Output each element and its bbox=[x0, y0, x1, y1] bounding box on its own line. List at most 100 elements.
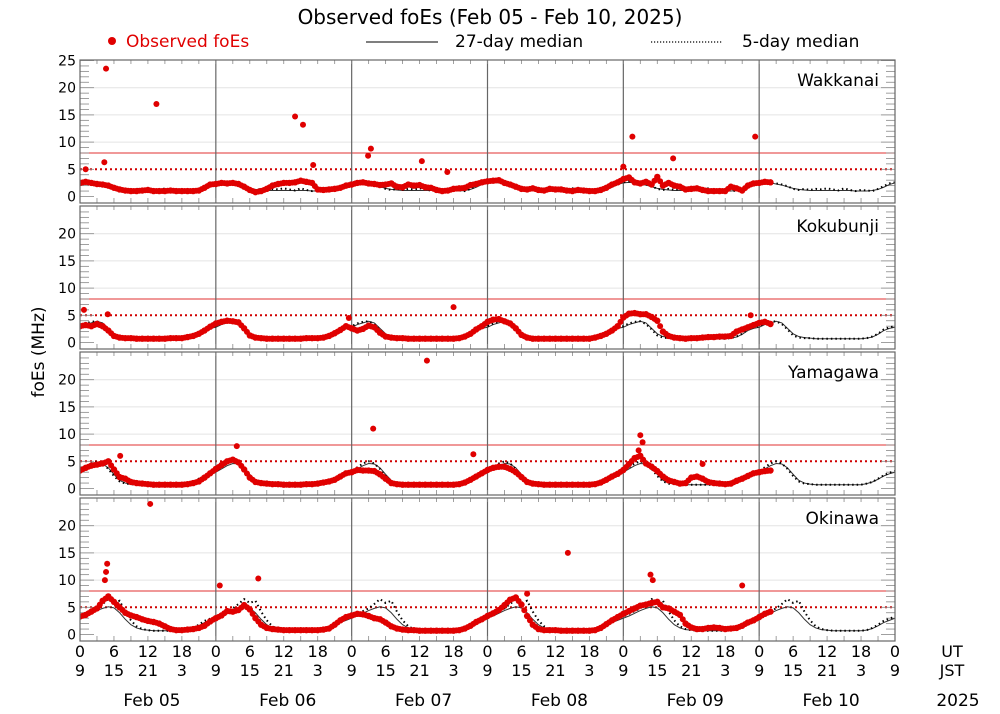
station-label: Yamagawa bbox=[787, 363, 879, 383]
y-tick-label: 5 bbox=[67, 600, 76, 616]
legend-observed-label: Observed foEs bbox=[126, 32, 249, 52]
observed-point-outlier bbox=[739, 582, 746, 589]
jst-tick-label: 3 bbox=[448, 661, 458, 680]
station-label: Okinawa bbox=[806, 509, 879, 529]
y-tick-label: 15 bbox=[58, 546, 76, 562]
observed-point-outlier bbox=[233, 443, 240, 450]
observed-point-outlier bbox=[310, 161, 317, 168]
ut-tick-label: 0 bbox=[347, 642, 357, 661]
jst-tick-label: 15 bbox=[783, 661, 803, 680]
y-tick-label: 15 bbox=[58, 400, 76, 416]
ut-tick-label-end: 0 bbox=[890, 642, 900, 661]
observed-point bbox=[767, 320, 774, 328]
ut-tick-label: 18 bbox=[172, 642, 192, 661]
panel-okinawa: 0 5 10 15 20 Okinawa bbox=[58, 497, 896, 644]
jst-tick-label: 21 bbox=[681, 661, 701, 680]
panel-yamagawa: 0 5 10 15 20 Yamagawa bbox=[58, 351, 896, 498]
observed-point-outlier bbox=[639, 439, 646, 446]
y-tick-label: 0 bbox=[67, 482, 76, 498]
y-tick-label: 0 bbox=[67, 336, 76, 352]
observed-point bbox=[767, 608, 774, 615]
station-label: Wakkanai bbox=[797, 71, 879, 91]
jst-tick-label: 3 bbox=[584, 661, 594, 680]
ut-tick-label: 6 bbox=[652, 642, 662, 661]
panel-frame bbox=[79, 59, 896, 204]
legend: Observed foEs 27-day median 5-day median bbox=[108, 32, 859, 52]
observed-point-outlier bbox=[747, 312, 754, 319]
observed-point-outlier bbox=[101, 159, 108, 166]
y-tick-label: 10 bbox=[58, 135, 76, 151]
year-label: 2025 bbox=[936, 691, 979, 711]
y-tick-label: 20 bbox=[58, 519, 76, 535]
observed-point-outlier bbox=[101, 577, 108, 584]
day-label: Feb 10 bbox=[803, 691, 860, 711]
jst-tick-label: 21 bbox=[545, 661, 565, 680]
jst-tick-label: 21 bbox=[138, 661, 158, 680]
observed-point-outlier bbox=[635, 447, 642, 454]
ut-tick-label: 18 bbox=[579, 642, 599, 661]
ut-tick-label: 0 bbox=[754, 642, 764, 661]
observed-point-outlier bbox=[82, 166, 89, 173]
panel-frame bbox=[79, 497, 896, 642]
y-axis-label: foEs (MHz) bbox=[29, 306, 49, 397]
observed-point-outlier bbox=[345, 315, 352, 322]
observed-point-outlier bbox=[370, 425, 377, 432]
observed-point-outlier bbox=[299, 121, 306, 128]
observed-point-outlier bbox=[564, 549, 571, 556]
ut-tick-label: 0 bbox=[618, 642, 628, 661]
panel-series bbox=[80, 357, 895, 488]
y-tick-label: 20 bbox=[58, 373, 76, 389]
observed-point-outlier bbox=[216, 582, 223, 589]
jst-axis-label: JST bbox=[939, 661, 965, 680]
y-tick-label: 0 bbox=[67, 190, 76, 206]
day-label: Feb 07 bbox=[395, 691, 452, 711]
observed-point-outlier bbox=[255, 575, 262, 582]
jst-tick-label: 3 bbox=[177, 661, 187, 680]
jst-tick-label: 9 bbox=[75, 661, 85, 680]
observed-point-outlier bbox=[620, 163, 627, 170]
station-label: Kokubunji bbox=[796, 217, 879, 237]
legend-median27-label: 27-day median bbox=[455, 32, 583, 52]
observed-point-outlier bbox=[104, 311, 111, 318]
y-tick-label: 25 bbox=[58, 54, 76, 70]
panel-series bbox=[80, 500, 895, 634]
observed-point bbox=[523, 612, 531, 620]
jst-tick-label: 15 bbox=[511, 661, 531, 680]
observed-point-outlier bbox=[103, 65, 110, 72]
day-label: Feb 06 bbox=[259, 691, 316, 711]
ut-tick-label: 6 bbox=[788, 642, 798, 661]
jst-tick-label: 21 bbox=[409, 661, 429, 680]
y-tick-label: 10 bbox=[58, 427, 76, 443]
jst-tick-label: 9 bbox=[211, 661, 221, 680]
jst-tick-label: 9 bbox=[482, 661, 492, 680]
median27-line bbox=[80, 320, 895, 340]
ut-tick-label: 12 bbox=[817, 642, 837, 661]
jst-tick-label: 9 bbox=[754, 661, 764, 680]
observed-point-outlier bbox=[649, 577, 656, 584]
legend-observed-marker bbox=[108, 37, 116, 45]
jst-tick-label: 3 bbox=[720, 661, 730, 680]
y-tick-label: 5 bbox=[67, 454, 76, 470]
ut-tick-label: 12 bbox=[681, 642, 701, 661]
observed-point-interp bbox=[521, 607, 528, 614]
y-tick-label: 20 bbox=[58, 81, 76, 97]
y-tick-label: 20 bbox=[58, 227, 76, 243]
panel-frame bbox=[79, 351, 896, 496]
y-tick-label: 5 bbox=[67, 308, 76, 324]
y-tick-label: 0 bbox=[67, 628, 76, 644]
observed-point-outlier bbox=[699, 461, 706, 468]
jst-tick-label: 15 bbox=[240, 661, 260, 680]
observed-point bbox=[767, 467, 774, 474]
observed-point-outlier bbox=[450, 304, 457, 311]
observed-point-outlier bbox=[103, 568, 110, 575]
observed-point-outlier bbox=[752, 133, 759, 140]
observed-point-outlier bbox=[80, 306, 87, 313]
panel-frame bbox=[79, 205, 896, 350]
jst-tick-label-end: 9 bbox=[890, 661, 900, 680]
jst-tick-label: 3 bbox=[313, 661, 323, 680]
y-tick-label: 10 bbox=[58, 573, 76, 589]
ut-tick-label: 6 bbox=[109, 642, 119, 661]
observed-point-outlier bbox=[365, 152, 372, 159]
ut-tick-label: 12 bbox=[274, 642, 294, 661]
